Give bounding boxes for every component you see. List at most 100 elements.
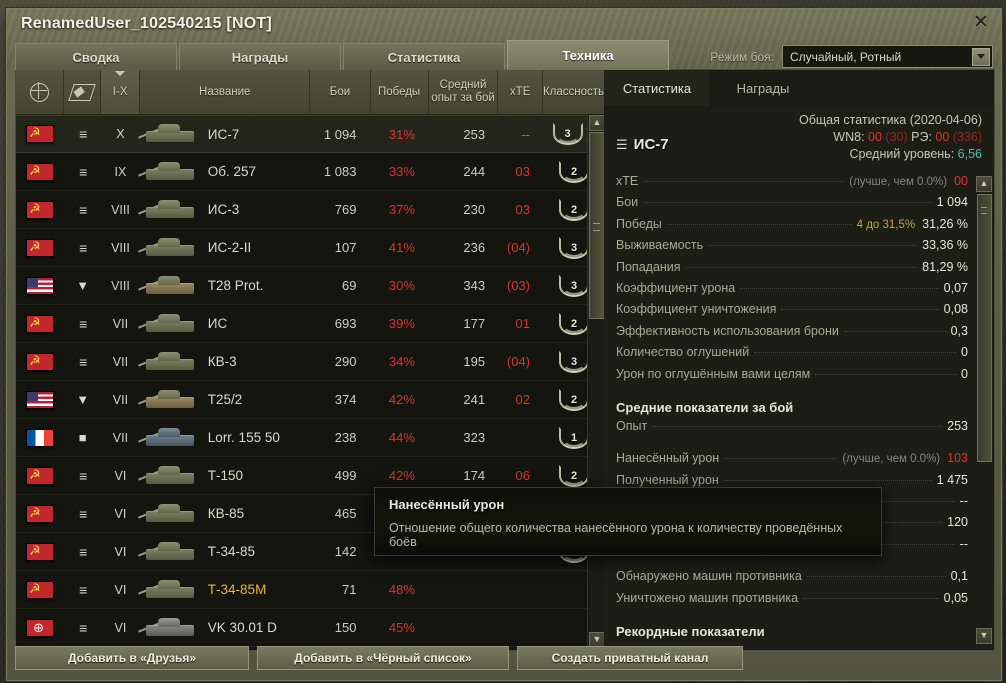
stat-row[interactable]: Выживаемость 33,36 % — [604, 238, 994, 259]
leader-dots — [740, 287, 939, 289]
stat-value: 1 475 — [936, 472, 968, 487]
stat-row[interactable]: xTE (лучше, чем 0.0%) 00 — [604, 174, 994, 195]
detail-scrollbar[interactable]: ▲ ▼ — [976, 176, 992, 644]
cell-type: ≡ — [64, 229, 101, 266]
table-row[interactable]: ▼ VII T25/2 374 42% 241 02 2 — [16, 381, 604, 419]
main-tab-2[interactable]: Статистика — [343, 43, 505, 70]
tank-thumbnail — [137, 461, 202, 491]
ussr-flag-icon — [26, 162, 55, 181]
cell-name: Т-150 — [137, 457, 310, 494]
stat-row[interactable]: Коэффициент уничтожения 0,08 — [604, 302, 994, 323]
cell-nation — [16, 153, 64, 190]
stat-row[interactable]: Урон по оглушённым вами целям 0 — [604, 367, 994, 388]
table-row[interactable]: ≡ VIII ИС-2-II 107 41% 236 (04) 3 — [16, 229, 604, 267]
battles-value: 290 — [334, 354, 357, 369]
leader-dots — [708, 245, 918, 247]
vehicle-list-scrollbar[interactable]: ▲ ▼ — [587, 114, 605, 650]
scroll-up-icon[interactable]: ▲ — [589, 115, 605, 131]
stat-row[interactable]: Бои 1 094 — [604, 195, 994, 216]
column-header-tier-label: I-X — [112, 85, 128, 98]
content-area: I-X Название Бои Победы Средний опыт за б… — [15, 69, 995, 651]
cell-tier: VII — [101, 305, 140, 342]
table-row[interactable]: ≡ VI Т-34-85M 71 48% — [16, 571, 604, 609]
main-tab-1[interactable]: Награды — [179, 43, 341, 70]
detail-tab-1[interactable]: Награды — [710, 70, 816, 106]
stat-key: xTE — [616, 174, 639, 188]
detail-scrollbar-thumb[interactable] — [977, 194, 992, 462]
cell-type: ≡ — [64, 609, 101, 646]
table-row[interactable]: ≡ VIII ИС-3 769 37% 230 03 2 — [16, 191, 604, 229]
footer-button-2[interactable]: Создать приватный канал — [517, 646, 743, 670]
cell-tier: VII — [101, 381, 140, 418]
table-row[interactable]: ≡ IX Об. 257 1 083 33% 244 03 2 — [16, 153, 604, 191]
stat-row[interactable]: Попадания 81,29 % — [604, 260, 994, 281]
scrollbar-thumb[interactable] — [589, 132, 605, 319]
tank-thumbnail — [137, 575, 202, 605]
footer-button-label: Создать приватный канал — [551, 651, 709, 665]
column-header-wins[interactable]: Победы — [371, 70, 429, 114]
column-header-type[interactable] — [64, 70, 102, 114]
close-icon[interactable]: ✕ — [973, 12, 989, 33]
stat-value: 0,3 — [950, 323, 968, 338]
column-header-tier[interactable]: I-X — [101, 70, 141, 114]
column-header-name[interactable]: Название — [140, 70, 311, 114]
stat-value: 0,1 — [950, 569, 968, 584]
cell-wins: 37% — [370, 191, 429, 228]
stat-row[interactable]: Эффективность использования брони 0,3 — [604, 324, 994, 345]
tank-thumbnail — [137, 119, 202, 149]
table-row[interactable]: ■ VII Lorr. 155 50 238 44% 323 1 — [16, 419, 604, 457]
leader-dots — [685, 266, 918, 268]
detail-scroll-down-icon[interactable]: ▼ — [976, 628, 992, 644]
stat-row[interactable]: Опыт 253 — [604, 419, 994, 440]
battle-mode-select[interactable]: Случайный, Ротный — [782, 45, 993, 68]
cell-type: ■ — [64, 419, 101, 456]
stat-value: 1 094 — [936, 195, 968, 210]
column-header-nation[interactable] — [16, 70, 65, 114]
vehicle-name: Т-34-85 — [207, 544, 256, 559]
stat-row[interactable]: Нанесённый урон (лучше, чем 0.0%) 103 — [604, 451, 994, 472]
cell-type: ≡ — [64, 571, 101, 608]
ussr-flag-icon — [26, 125, 55, 143]
cell-battles: 107 — [310, 229, 370, 266]
main-tab-label: Статистика — [387, 49, 461, 65]
detail-vehicle-name: ИС-7 — [633, 136, 669, 153]
cell-avg-xp: 230 — [429, 191, 499, 228]
footer-button-0[interactable]: Добавить в «Друзья» — [15, 646, 249, 670]
table-row[interactable]: ≡ VII ИС 693 39% 177 01 2 — [16, 305, 604, 343]
detail-pane: Статистика Награды ☰ ИС-7 Общая статистик… — [604, 70, 994, 650]
tier-label: X — [116, 127, 125, 141]
column-header-battles[interactable]: Бои — [310, 70, 371, 114]
globe-icon — [29, 81, 50, 102]
table-row[interactable]: ▼ VIII T28 Prot. 69 30% 343 (03) 3 — [16, 267, 604, 305]
column-header-xte[interactable]: xTE — [498, 70, 543, 114]
main-tab-0[interactable]: Сводка — [15, 43, 177, 70]
stat-row[interactable]: Победы 4 до 31,5% 31,26 % — [604, 217, 994, 238]
tooltip-title: Нанесённый урон — [389, 497, 505, 512]
column-header-class[interactable]: Классность — [543, 70, 604, 114]
cell-wins: 41% — [370, 229, 429, 266]
detail-tab-0[interactable]: Статистика — [604, 70, 710, 106]
cell-nation — [16, 419, 64, 456]
stat-row[interactable]: Обнаружено машин противника 0,1 — [604, 569, 994, 590]
stat-row[interactable]: Полученный урон 1 475 — [604, 473, 994, 494]
mastery-badge-icon: 2 — [559, 312, 589, 335]
stat-key: Коэффициент урона — [616, 280, 736, 295]
xte-value: 02 — [515, 392, 531, 407]
re-label: РЭ: — [911, 130, 932, 144]
fra-flag-icon — [26, 428, 55, 447]
chevron-down-icon[interactable] — [972, 47, 990, 66]
leader-dots — [643, 202, 932, 204]
column-header-avg-xp[interactable]: Средний опыт за бой — [429, 70, 499, 114]
stat-key: Попадания — [616, 259, 681, 274]
stat-row[interactable]: Уничтожено машин противника 0,05 — [604, 591, 994, 612]
table-row[interactable]: ≡ VI Т-150 499 42% 174 06 2 — [16, 457, 604, 495]
stat-row[interactable]: Количество оглушений 0 — [604, 345, 994, 366]
table-row[interactable]: ≡ VII КВ-3 290 34% 195 (04) 3 — [16, 343, 604, 381]
stat-row[interactable]: Коэффициент урона 0,07 — [604, 281, 994, 302]
tier-label: VI — [114, 582, 127, 597]
footer-button-1[interactable]: Добавить в «Чёрный список» — [257, 646, 509, 670]
detail-scroll-up-icon[interactable]: ▲ — [976, 176, 992, 192]
main-tab-3[interactable]: Техника — [507, 40, 669, 70]
table-row[interactable]: ≡ VI VK 30.01 D 150 45% — [16, 609, 604, 647]
